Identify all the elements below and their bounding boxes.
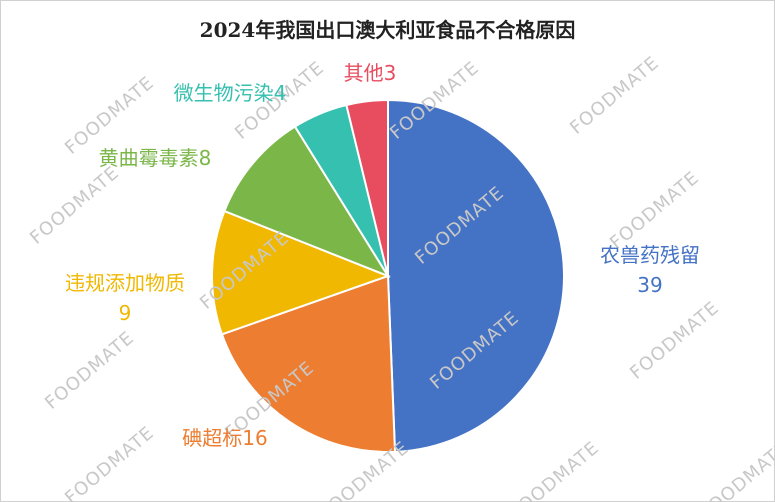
label-value: 16: [242, 426, 268, 450]
label-category: 其他: [343, 61, 384, 85]
pie-slice: [387, 98, 565, 453]
pie-slice: [211, 209, 391, 336]
data-label: 农兽药残留 39: [580, 240, 720, 300]
data-label: 碘超标16: [165, 423, 285, 453]
chart-title: 2024年我国出口澳大利亚食品不合格原因: [199, 18, 576, 42]
label-value: 4: [273, 81, 287, 105]
data-label: 微生物污染4: [150, 78, 310, 108]
label-category: 农兽药残留: [600, 243, 700, 267]
pie-slice: [223, 125, 391, 279]
label-category: 微生物污染: [173, 81, 274, 105]
data-label: 黄曲霉毒素8: [75, 143, 235, 173]
label-category: 黄曲霉毒素: [98, 146, 199, 170]
label-value: 3: [383, 61, 397, 85]
data-label: 违规添加物质 9: [60, 268, 190, 328]
label-value: 39: [637, 273, 663, 297]
data-label: 其他3: [330, 58, 410, 88]
label-category: 违规添加物质: [65, 271, 185, 295]
label-value: 8: [198, 146, 212, 170]
label-value: 9: [118, 301, 132, 325]
label-category: 碘超标: [182, 426, 243, 450]
pie-slice: [345, 98, 389, 277]
